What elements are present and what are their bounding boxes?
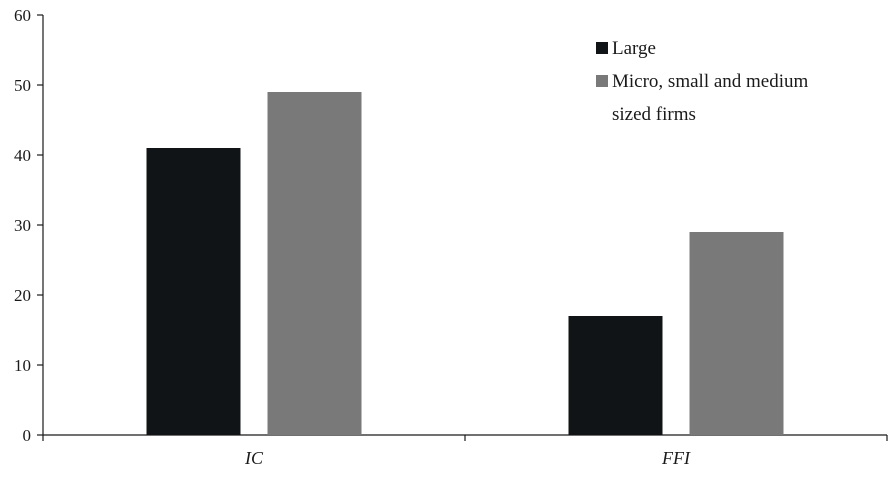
bars <box>146 92 784 435</box>
legend-swatch-large <box>596 42 608 54</box>
y-tick-label: 50 <box>14 76 31 95</box>
y-tick-label: 40 <box>14 146 31 165</box>
y-tick-label: 60 <box>14 6 31 25</box>
labels: 0 10 20 30 40 50 60 IC FFI <box>14 6 691 468</box>
legend-label-msme-line2: sized firms <box>612 104 696 125</box>
y-tick-label: 20 <box>14 286 31 305</box>
legend: Large Micro, small and medium sized firm… <box>596 38 809 125</box>
legend-label-msme-line1: Micro, small and medium <box>612 71 809 92</box>
y-tick-label: 0 <box>23 426 32 445</box>
x-category-label: IC <box>244 448 264 468</box>
bar-large-ic <box>146 148 241 435</box>
bar-msme-ffi <box>689 232 784 435</box>
legend-swatch-msme <box>596 75 608 87</box>
y-tick-label: 30 <box>14 216 31 235</box>
legend-label-large: Large <box>612 38 656 59</box>
bar-large-ffi <box>568 316 663 435</box>
x-category-label: FFI <box>661 448 691 468</box>
y-tick-label: 10 <box>14 356 31 375</box>
bar-msme-ic <box>267 92 362 435</box>
